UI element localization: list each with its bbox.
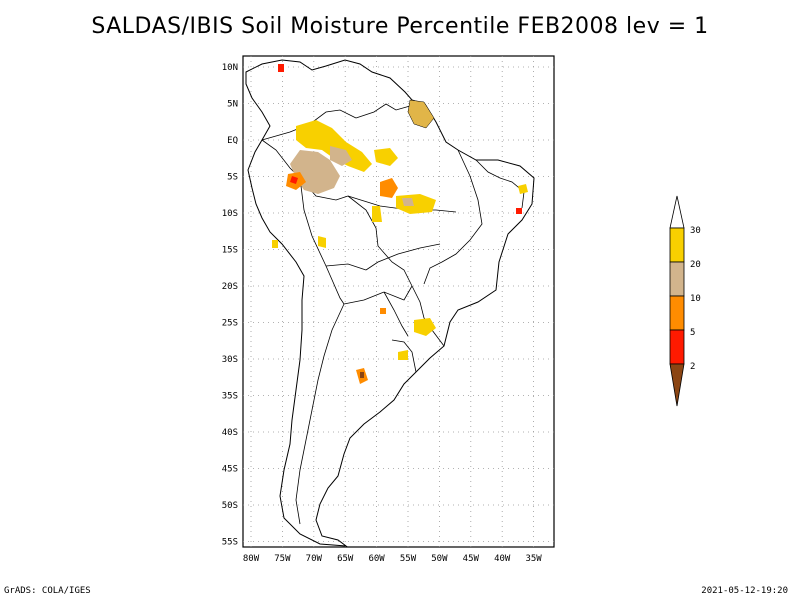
- lat-label: 10N: [222, 63, 238, 73]
- lat-label: 5N: [227, 100, 238, 110]
- colorbar-top-triangle: [669, 195, 685, 229]
- colorbar-5: [669, 329, 685, 365]
- lat-label: 10S: [222, 209, 238, 219]
- lon-label: 50W: [431, 554, 448, 564]
- lon-label: 75W: [274, 554, 291, 564]
- map-frame: [242, 55, 555, 548]
- lat-label: 35S: [222, 392, 238, 402]
- percentile-shading: [272, 64, 528, 384]
- colorbar-10: [669, 295, 685, 331]
- lat-label: 50S: [222, 501, 238, 511]
- colorbar-label-30: 30: [690, 226, 701, 236]
- colorbar-label-20: 20: [690, 260, 701, 270]
- colorbar-bottom-triangle: [669, 363, 685, 407]
- colorbar-30: [669, 227, 685, 263]
- colorbar: 30 20 10 5 2: [669, 195, 701, 407]
- colorbar-label-5: 5: [690, 328, 695, 338]
- lon-label: 80W: [243, 554, 260, 564]
- latitude-labels: 10N 5N EQ 5S 10S 15S 20S 25S 30S 35S 40S 45S 50S 55S: [222, 63, 238, 548]
- lat-label: 30S: [222, 355, 238, 365]
- lat-label: EQ: [227, 136, 238, 146]
- lat-label: 55S: [222, 538, 238, 548]
- colorbar-label-10: 10: [690, 294, 701, 304]
- colorbar-20: [669, 261, 685, 297]
- colorbar-label-2: 2: [690, 362, 695, 372]
- lon-label: 60W: [368, 554, 385, 564]
- footer-credit: GrADS: COLA/IGES: [4, 586, 91, 596]
- longitude-labels: 80W 75W 70W 65W 60W 55W 50W 45W 40W 35W: [243, 554, 542, 564]
- map-title: SALDAS/IBIS Soil Moisture Percentile FEB…: [91, 14, 709, 39]
- lat-label: 20S: [222, 282, 238, 292]
- lat-label: 5S: [227, 173, 238, 183]
- lat-label: 15S: [222, 246, 238, 256]
- footer-timestamp: 2021-05-12-19:20: [701, 586, 788, 596]
- lon-label: 55W: [400, 554, 417, 564]
- lon-label: 45W: [463, 554, 480, 564]
- lon-label: 70W: [306, 554, 323, 564]
- lon-label: 65W: [337, 554, 354, 564]
- lon-label: 35W: [525, 554, 542, 564]
- graticule: [243, 56, 554, 547]
- lat-label: 40S: [222, 428, 238, 438]
- lat-label: 25S: [222, 319, 238, 329]
- lon-label: 40W: [494, 554, 511, 564]
- lat-label: 45S: [222, 465, 238, 475]
